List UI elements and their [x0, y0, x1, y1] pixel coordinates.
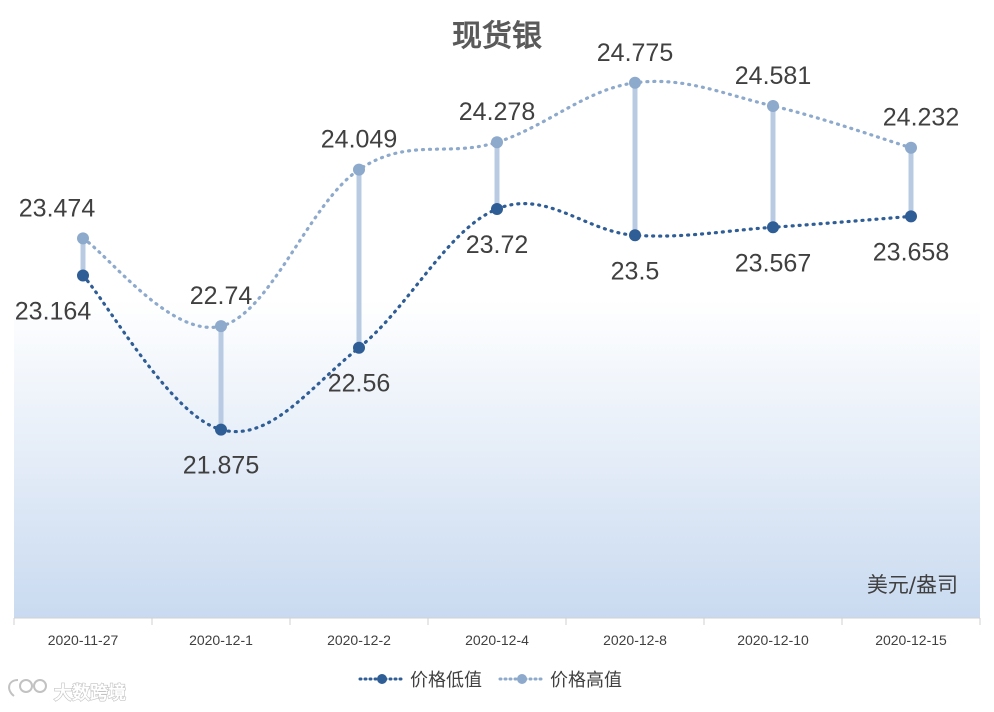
data-point[interactable] — [353, 341, 365, 354]
data-label: 22.74 — [190, 282, 253, 310]
x-tick-label: 2020-12-8 — [603, 632, 667, 648]
data-label: 21.875 — [183, 452, 259, 480]
watermark-logo-icon — [8, 679, 47, 697]
data-label: 22.56 — [328, 370, 391, 398]
legend: 价格低值 价格高值 — [358, 670, 622, 691]
chart-title: 现货银 — [452, 19, 542, 54]
data-point[interactable] — [77, 232, 89, 245]
data-point[interactable] — [905, 141, 917, 154]
watermark-text: 大数跨境 — [54, 682, 126, 704]
x-tick-label: 2020-12-4 — [465, 632, 529, 648]
data-label: 23.474 — [19, 194, 96, 222]
data-point[interactable] — [491, 202, 503, 215]
legend-item-low[interactable]: 价格低值 — [358, 670, 482, 691]
data-point[interactable] — [215, 320, 227, 333]
data-labels: 23.164 21.875 22.56 23.72 23.5 23.567 23.658 23… — [15, 39, 959, 480]
data-label: 23.72 — [466, 231, 529, 259]
data-point[interactable] — [767, 99, 779, 112]
data-label: 24.775 — [597, 39, 673, 67]
high-low-lines — [80, 82, 914, 430]
series-layer — [77, 76, 917, 436]
legend-low-marker-icon — [377, 674, 387, 684]
data-point[interactable] — [77, 269, 89, 282]
x-tick-label: 2020-11-27 — [48, 632, 119, 648]
data-point[interactable] — [767, 221, 779, 234]
data-point[interactable] — [353, 163, 365, 176]
data-point[interactable] — [629, 76, 641, 89]
x-axis-ticks: 2020-11-27 2020-12-1 2020-12-2 2020-12-4 202… — [13, 618, 981, 648]
data-label: 24.278 — [459, 98, 535, 126]
x-tick-label: 2020-12-15 — [875, 632, 947, 648]
data-point[interactable] — [215, 423, 227, 436]
unit-label: 美元/盎司 — [867, 573, 958, 597]
series-high — [77, 76, 917, 333]
x-tick-label: 2020-12-10 — [737, 632, 809, 648]
data-label: 23.567 — [735, 249, 811, 277]
watermark: 大数跨境 — [8, 679, 127, 705]
legend-item-high[interactable]: 价格高值 — [498, 670, 622, 691]
series-low — [77, 202, 917, 436]
legend-label-low: 价格低值 — [410, 670, 482, 691]
data-label: 24.232 — [883, 104, 959, 132]
data-label: 24.049 — [321, 126, 397, 154]
data-label: 23.164 — [15, 297, 92, 325]
legend-high-marker-icon — [517, 674, 527, 684]
x-tick-label: 2020-12-1 — [189, 632, 253, 648]
plot-area-background — [14, 300, 980, 618]
data-label: 24.581 — [735, 62, 811, 90]
data-point[interactable] — [629, 229, 641, 242]
data-point[interactable] — [491, 136, 503, 149]
x-tick-label: 2020-12-2 — [327, 632, 391, 648]
data-label: 23.5 — [611, 257, 660, 285]
legend-label-high: 价格高值 — [550, 670, 622, 691]
data-point[interactable] — [905, 210, 917, 223]
data-label: 23.658 — [873, 238, 949, 266]
